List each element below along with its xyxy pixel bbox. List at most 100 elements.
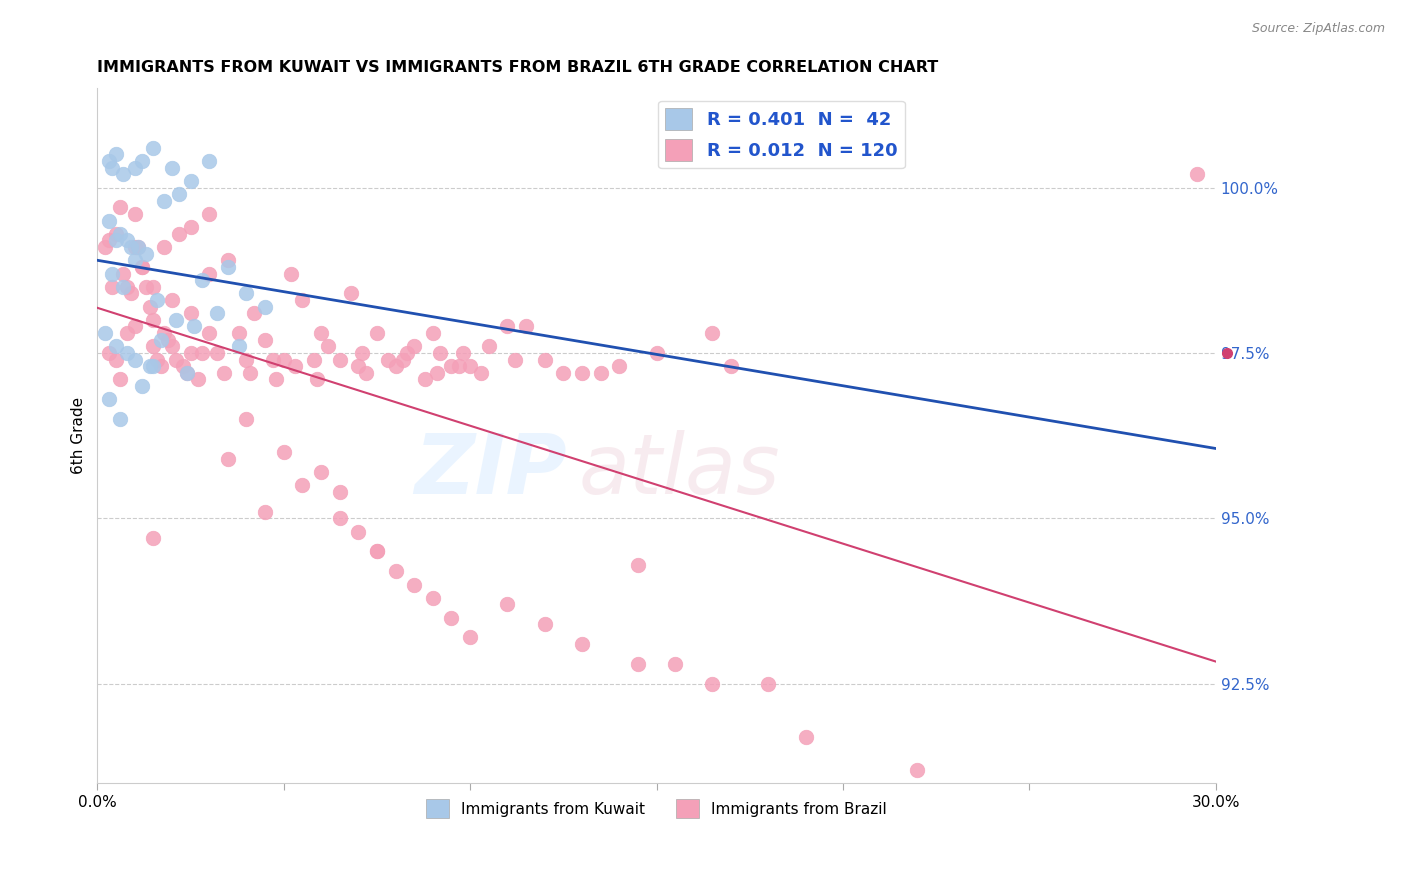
Point: [101, 267, 124, 281]
Point: [429, 346, 451, 360]
Point: [149, 333, 172, 347]
Point: [104, 339, 127, 353]
Point: [720, 359, 742, 374]
Point: [104, 234, 127, 248]
Point: [366, 544, 388, 558]
Point: [172, 359, 194, 374]
Point: [262, 352, 284, 367]
Point: [146, 352, 169, 367]
Point: [366, 326, 388, 340]
Point: [115, 326, 138, 340]
Point: [180, 220, 202, 235]
Point: [515, 319, 537, 334]
Point: [478, 339, 501, 353]
Point: [205, 306, 228, 320]
Point: [101, 161, 124, 175]
Point: [415, 372, 437, 386]
Point: [124, 207, 146, 221]
Point: [329, 511, 352, 525]
Point: [447, 359, 470, 374]
Point: [422, 326, 444, 340]
Point: [180, 174, 202, 188]
Point: [127, 240, 149, 254]
Point: [112, 279, 135, 293]
Point: [291, 293, 314, 307]
Point: [1185, 167, 1208, 181]
Point: [104, 352, 127, 367]
Point: [350, 346, 373, 360]
Point: [142, 279, 165, 293]
Text: atlas: atlas: [578, 430, 780, 511]
Point: [645, 346, 668, 360]
Point: [347, 524, 370, 539]
Point: [124, 161, 146, 175]
Point: [198, 154, 221, 169]
Point: [165, 352, 187, 367]
Point: [284, 359, 307, 374]
Point: [94, 326, 117, 340]
Point: [907, 763, 929, 777]
Point: [142, 141, 165, 155]
Point: [112, 167, 135, 181]
Point: [115, 346, 138, 360]
Point: [198, 267, 221, 281]
Point: [329, 484, 352, 499]
Point: [235, 352, 257, 367]
Point: [190, 273, 212, 287]
Point: [120, 240, 142, 254]
Point: [451, 346, 474, 360]
Point: [254, 333, 277, 347]
Point: [503, 352, 526, 367]
Point: [217, 451, 239, 466]
Point: [239, 366, 262, 380]
Point: [318, 339, 340, 353]
Point: [266, 372, 288, 386]
Point: [571, 637, 593, 651]
Point: [124, 253, 146, 268]
Point: [377, 352, 399, 367]
Point: [458, 359, 481, 374]
Point: [347, 359, 370, 374]
Point: [702, 326, 724, 340]
Point: [131, 154, 153, 169]
Point: [384, 359, 406, 374]
Point: [124, 240, 146, 254]
Point: [142, 359, 165, 374]
Point: [426, 366, 449, 380]
Point: [97, 392, 120, 407]
Point: [496, 319, 519, 334]
Text: IMMIGRANTS FROM KUWAIT VS IMMIGRANTS FROM BRAZIL 6TH GRADE CORRELATION CHART: IMMIGRANTS FROM KUWAIT VS IMMIGRANTS FRO…: [97, 60, 939, 75]
Point: [94, 240, 117, 254]
Point: [627, 657, 650, 671]
Point: [496, 598, 519, 612]
Point: [108, 200, 131, 214]
Text: Source: ZipAtlas.com: Source: ZipAtlas.com: [1251, 22, 1385, 36]
Point: [180, 346, 202, 360]
Point: [157, 333, 180, 347]
Point: [115, 234, 138, 248]
Point: [131, 260, 153, 274]
Point: [395, 346, 418, 360]
Point: [169, 187, 191, 202]
Point: [607, 359, 630, 374]
Point: [254, 505, 277, 519]
Point: [131, 260, 153, 274]
Point: [470, 366, 492, 380]
Point: [228, 326, 250, 340]
Point: [127, 240, 149, 254]
Point: [422, 591, 444, 605]
Point: [384, 564, 406, 578]
Point: [153, 326, 176, 340]
Y-axis label: 6th Grade: 6th Grade: [72, 397, 86, 475]
Point: [120, 286, 142, 301]
Point: [180, 306, 202, 320]
Point: [702, 677, 724, 691]
Point: [97, 346, 120, 360]
Point: [160, 339, 183, 353]
Point: [340, 286, 363, 301]
Point: [108, 412, 131, 426]
Point: [440, 610, 463, 624]
Point: [108, 372, 131, 386]
Point: [187, 372, 209, 386]
Point: [212, 366, 235, 380]
